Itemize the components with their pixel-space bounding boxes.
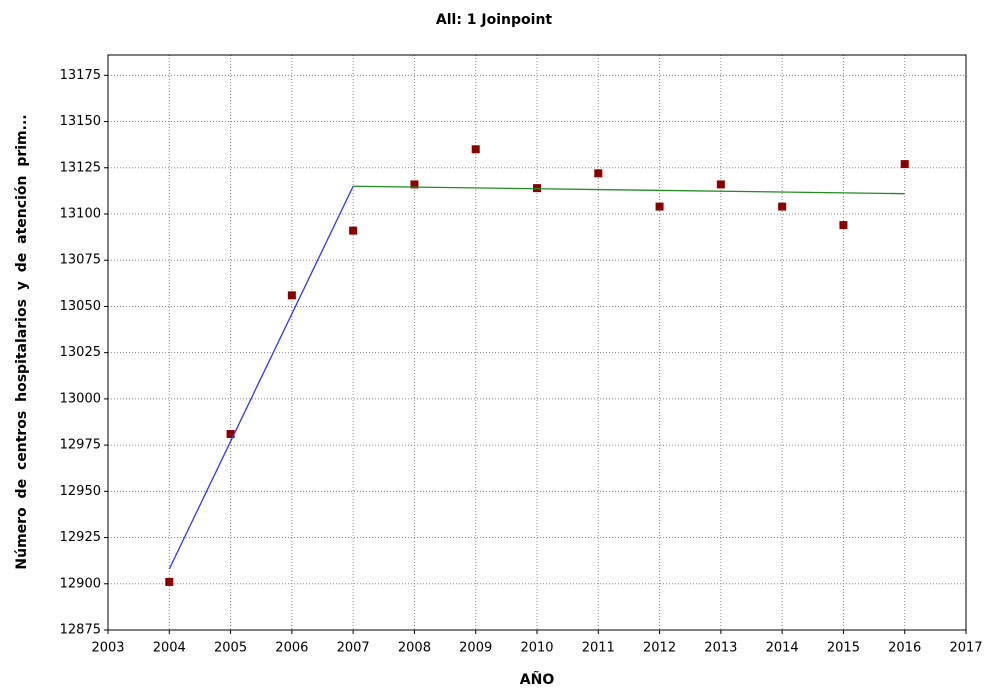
x-tick-label: 2003 <box>91 641 124 656</box>
x-tick-label: 2015 <box>827 641 860 656</box>
x-tick-label: 2016 <box>888 641 921 656</box>
data-point <box>716 180 725 189</box>
data-point <box>778 202 787 211</box>
y-tick-label: 13000 <box>60 391 101 406</box>
data-point <box>594 169 603 178</box>
y-tick-label: 13100 <box>60 207 101 222</box>
data-point <box>410 180 419 189</box>
fit-line <box>168 185 354 570</box>
y-tick-label: 12925 <box>60 530 101 545</box>
x-tick-label: 2011 <box>582 641 615 656</box>
y-tick-label: 12875 <box>60 623 101 638</box>
data-point <box>287 291 296 300</box>
y-tick-label: 12975 <box>60 438 101 453</box>
x-tick-label: 2014 <box>766 641 799 656</box>
data-point <box>471 145 480 154</box>
data-point <box>839 221 848 230</box>
x-tick-label: 2004 <box>153 641 186 656</box>
y-axis-label: Número de centros hospitalarios y de ate… <box>14 114 30 569</box>
y-tick-label: 13025 <box>60 345 101 360</box>
x-axis-label: AÑO <box>520 671 555 688</box>
data-point <box>655 202 664 211</box>
chart-title: All: 1 Joinpoint <box>436 12 553 28</box>
data-point <box>226 430 235 439</box>
y-tick-label: 13175 <box>60 68 101 83</box>
x-tick-label: 2010 <box>520 641 553 656</box>
y-tick-label: 13075 <box>60 253 101 268</box>
x-tick-label: 2012 <box>643 641 676 656</box>
x-tick-label: 2005 <box>214 641 247 656</box>
plot-frame <box>107 54 967 631</box>
data-point <box>900 160 909 169</box>
x-tick-label: 2013 <box>704 641 737 656</box>
data-point <box>165 577 174 586</box>
x-tick-label: 2008 <box>398 641 431 656</box>
x-tick-label: 2007 <box>337 641 370 656</box>
data-point <box>349 226 358 235</box>
y-tick-label: 12900 <box>60 576 101 591</box>
y-tick-label: 13050 <box>60 299 101 314</box>
fit-line <box>353 185 905 195</box>
y-tick-label: 12950 <box>60 484 101 499</box>
x-tick-label: 2009 <box>459 641 492 656</box>
x-tick-label: 2017 <box>949 641 982 656</box>
y-tick-label: 13150 <box>60 114 101 129</box>
y-tick-label: 13125 <box>60 160 101 175</box>
x-tick-label: 2006 <box>275 641 308 656</box>
